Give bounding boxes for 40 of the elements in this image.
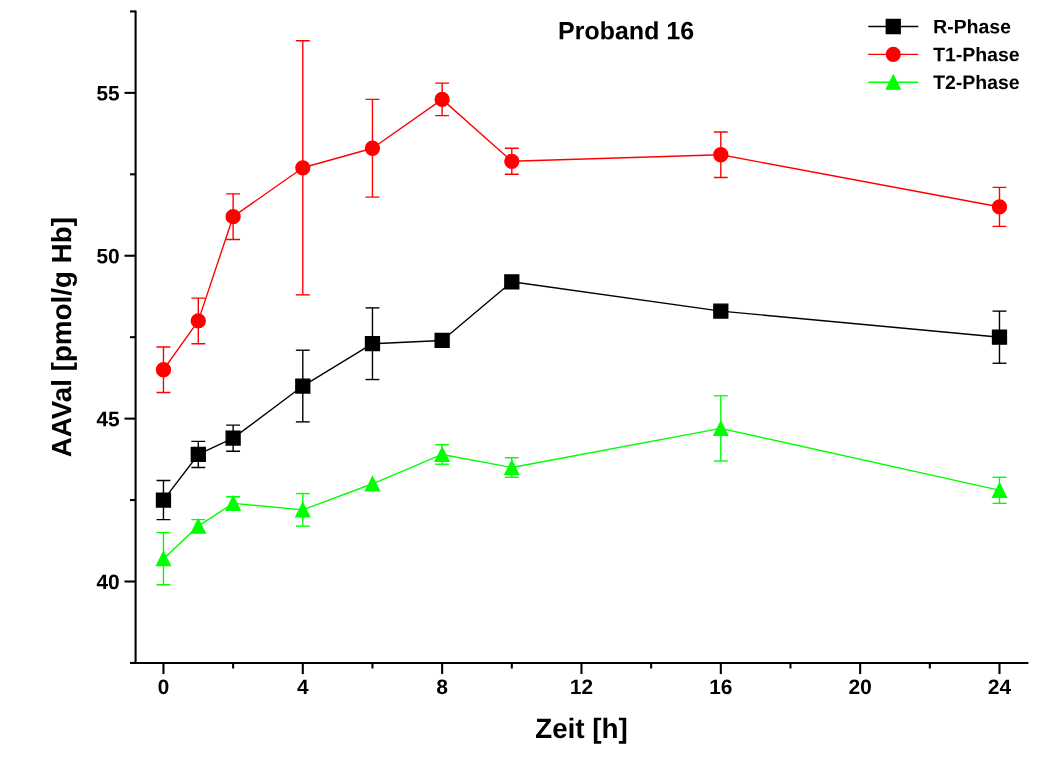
point bbox=[713, 420, 729, 437]
point bbox=[991, 199, 1008, 215]
x-axis-title: Zeit [h] bbox=[536, 717, 627, 744]
x-tick-label: 0 bbox=[158, 679, 169, 695]
y-tick-label: 45 bbox=[96, 411, 120, 427]
point bbox=[504, 274, 520, 290]
legend-label: R-Phase bbox=[934, 19, 1011, 34]
x-tick-label: 8 bbox=[437, 679, 448, 695]
point bbox=[225, 430, 241, 446]
point bbox=[295, 160, 311, 176]
point bbox=[295, 378, 311, 394]
point bbox=[434, 332, 450, 349]
y-tick-label: 40 bbox=[96, 574, 119, 590]
x-tick-label: 12 bbox=[571, 679, 593, 695]
point bbox=[713, 147, 729, 163]
legend-label: T2-Phase bbox=[933, 74, 1019, 90]
x-tick-label: 20 bbox=[849, 679, 871, 695]
point bbox=[364, 476, 381, 492]
point bbox=[225, 209, 241, 225]
point bbox=[190, 313, 206, 329]
x-tick-label: 16 bbox=[710, 679, 732, 695]
point bbox=[434, 91, 450, 108]
x-tick-label: 24 bbox=[988, 679, 1011, 695]
point bbox=[991, 482, 1008, 498]
point bbox=[295, 502, 311, 518]
point bbox=[991, 329, 1008, 345]
legend-label: T1-Phase bbox=[933, 47, 1019, 62]
x-tick-label: 4 bbox=[297, 679, 309, 695]
point bbox=[155, 362, 172, 378]
point bbox=[155, 492, 172, 508]
y-axis-title: AAVal [pmol/g Hb] bbox=[50, 218, 77, 457]
y-tick-label: 55 bbox=[97, 86, 120, 101]
point bbox=[190, 446, 206, 463]
y-tick-label: 50 bbox=[97, 248, 119, 264]
point bbox=[504, 153, 520, 169]
point bbox=[155, 551, 172, 567]
point bbox=[713, 303, 729, 319]
point bbox=[364, 140, 381, 156]
point bbox=[364, 336, 381, 352]
chart-title: Proband 16 bbox=[559, 21, 694, 40]
